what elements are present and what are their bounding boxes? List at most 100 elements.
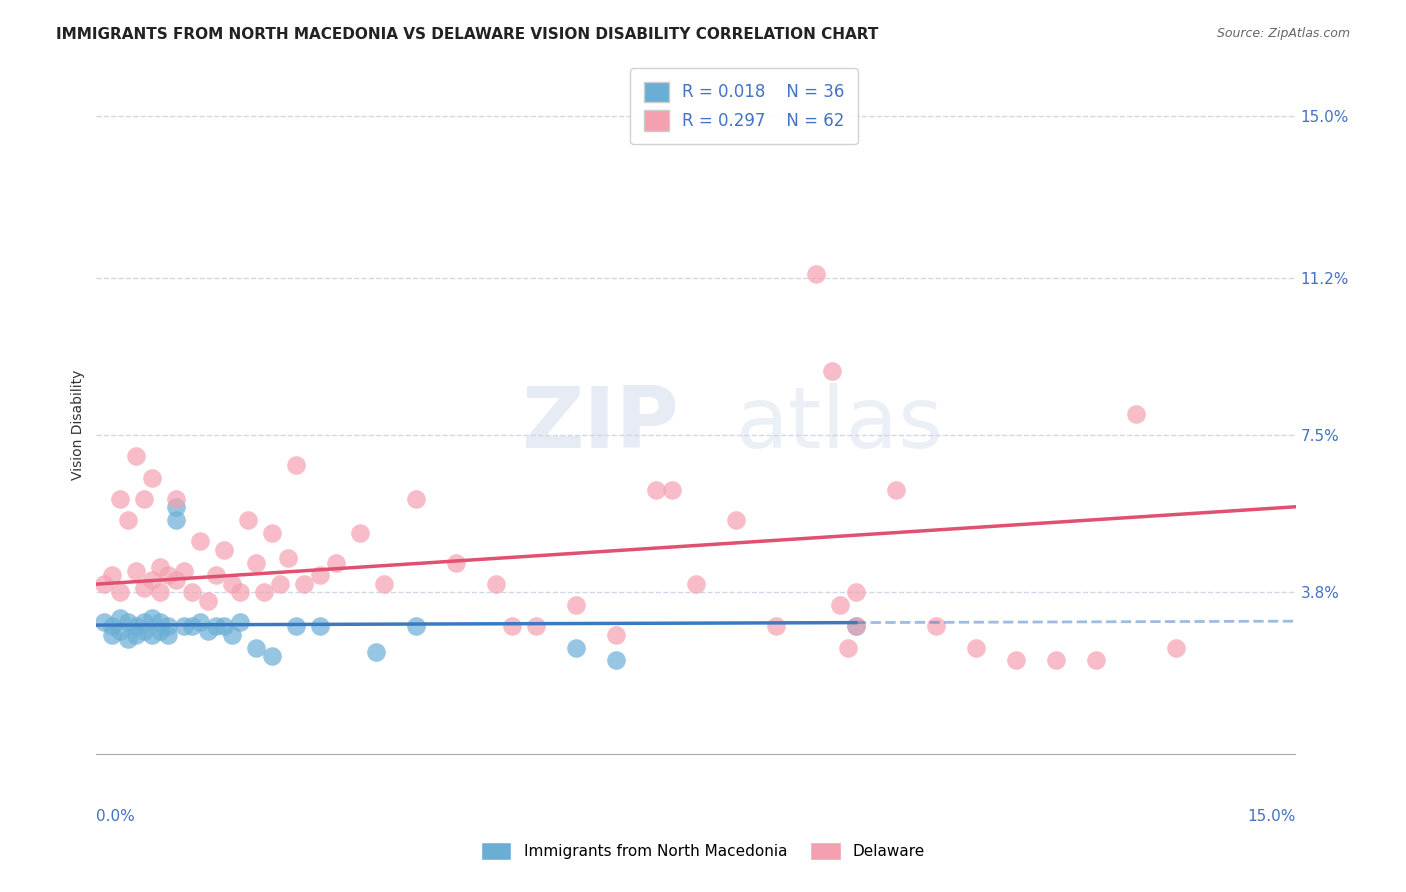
Point: [125, 628, 148, 642]
Point: [524, 619, 547, 633]
Point: [661, 483, 683, 498]
Point: [197, 624, 219, 638]
Point: [125, 564, 148, 578]
Point: [828, 598, 851, 612]
Point: [645, 483, 668, 498]
Point: [221, 628, 243, 642]
Point: [134, 491, 156, 506]
Point: [165, 573, 187, 587]
Point: [229, 585, 252, 599]
Point: [373, 577, 395, 591]
Point: [117, 615, 139, 630]
Point: [1125, 407, 1147, 421]
Point: [724, 513, 747, 527]
Point: [188, 534, 211, 549]
Point: [285, 458, 308, 472]
Point: [110, 611, 132, 625]
Text: atlas: atlas: [735, 383, 943, 466]
Point: [149, 615, 172, 630]
Point: [837, 640, 859, 655]
Point: [366, 645, 388, 659]
Point: [141, 628, 163, 642]
Point: [309, 619, 332, 633]
Point: [253, 585, 276, 599]
Point: [165, 513, 187, 527]
Point: [149, 560, 172, 574]
Point: [205, 568, 228, 582]
Point: [229, 615, 252, 630]
Point: [157, 568, 180, 582]
Text: IMMIGRANTS FROM NORTH MACEDONIA VS DELAWARE VISION DISABILITY CORRELATION CHART: IMMIGRANTS FROM NORTH MACEDONIA VS DELAW…: [56, 27, 879, 42]
Point: [117, 632, 139, 647]
Point: [125, 619, 148, 633]
Point: [1004, 653, 1026, 667]
Point: [605, 653, 627, 667]
Point: [93, 577, 115, 591]
Point: [845, 619, 868, 633]
Point: [285, 619, 308, 633]
Point: [565, 640, 588, 655]
Point: [181, 585, 204, 599]
Legend: R = 0.018    N = 36, R = 0.297    N = 62: R = 0.018 N = 36, R = 0.297 N = 62: [630, 68, 858, 144]
Point: [821, 364, 844, 378]
Point: [149, 624, 172, 638]
Point: [245, 556, 267, 570]
Point: [325, 556, 347, 570]
Point: [117, 513, 139, 527]
Point: [101, 568, 124, 582]
Point: [205, 619, 228, 633]
Point: [349, 525, 371, 540]
Point: [173, 564, 195, 578]
Point: [149, 585, 172, 599]
Point: [845, 619, 868, 633]
Point: [565, 598, 588, 612]
Point: [181, 619, 204, 633]
Point: [134, 624, 156, 638]
Text: ZIP: ZIP: [522, 383, 679, 466]
Point: [501, 619, 523, 633]
Point: [292, 577, 315, 591]
Point: [141, 471, 163, 485]
Point: [238, 513, 260, 527]
Point: [965, 640, 987, 655]
Point: [214, 543, 236, 558]
Point: [141, 573, 163, 587]
Point: [188, 615, 211, 630]
Text: 0.0%: 0.0%: [97, 809, 135, 824]
Point: [93, 615, 115, 630]
Point: [141, 611, 163, 625]
Point: [765, 619, 787, 633]
Point: [157, 628, 180, 642]
Point: [245, 640, 267, 655]
Y-axis label: Vision Disability: Vision Disability: [72, 369, 86, 480]
Point: [134, 581, 156, 595]
Point: [165, 491, 187, 506]
Point: [1045, 653, 1067, 667]
Point: [125, 450, 148, 464]
Point: [165, 500, 187, 515]
Point: [269, 577, 291, 591]
Point: [110, 624, 132, 638]
Point: [405, 619, 427, 633]
Point: [405, 491, 427, 506]
Point: [262, 525, 284, 540]
Point: [309, 568, 332, 582]
Point: [685, 577, 707, 591]
Point: [277, 551, 299, 566]
Point: [845, 585, 868, 599]
Point: [262, 649, 284, 664]
Point: [214, 619, 236, 633]
Point: [804, 267, 827, 281]
Text: 15.0%: 15.0%: [1247, 809, 1295, 824]
Point: [110, 585, 132, 599]
Point: [134, 615, 156, 630]
Point: [197, 594, 219, 608]
Point: [110, 491, 132, 506]
Point: [605, 628, 627, 642]
Point: [157, 619, 180, 633]
Point: [884, 483, 907, 498]
Point: [101, 628, 124, 642]
Point: [444, 556, 467, 570]
Text: Source: ZipAtlas.com: Source: ZipAtlas.com: [1216, 27, 1350, 40]
Point: [1084, 653, 1107, 667]
